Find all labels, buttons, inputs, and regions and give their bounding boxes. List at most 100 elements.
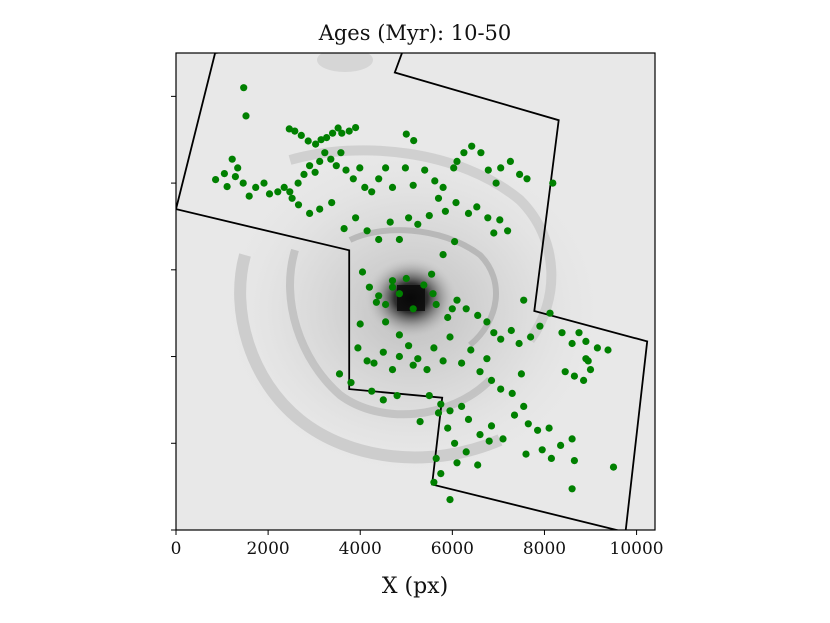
data-point [476, 368, 484, 376]
data-point [306, 209, 314, 217]
data-point [462, 305, 470, 313]
data-point [536, 322, 544, 330]
data-point [497, 164, 505, 172]
data-point [520, 296, 528, 304]
data-point [291, 127, 299, 135]
spiral-arm [348, 227, 499, 348]
data-point [405, 342, 413, 350]
data-point [335, 370, 344, 378]
data-point [568, 339, 576, 348]
data-point [450, 164, 458, 172]
data-point [487, 422, 496, 430]
data-point [434, 409, 443, 417]
data-point [527, 333, 535, 341]
data-point [370, 359, 378, 367]
data-point [356, 320, 364, 328]
data-point [414, 355, 422, 363]
data-point [570, 372, 579, 380]
data-point [522, 450, 530, 458]
data-point [368, 387, 376, 395]
data-point [409, 181, 417, 189]
x-tick-label: 8000 [523, 539, 566, 559]
data-point [561, 368, 569, 376]
data-point [223, 183, 231, 191]
galaxy-image [176, 53, 655, 530]
data-point [432, 454, 440, 462]
data-point [375, 292, 383, 300]
data-point [425, 392, 433, 400]
data-point [473, 203, 481, 211]
data-point [386, 218, 394, 226]
data-point [483, 355, 491, 363]
x-tick-label: 4000 [339, 539, 382, 559]
data-point [524, 420, 532, 428]
x-tick-label: 2000 [246, 539, 289, 559]
data-point [234, 164, 242, 172]
footprint-outline [176, 53, 649, 530]
data-point [304, 137, 312, 145]
data-point [609, 463, 618, 471]
data-point [474, 311, 482, 319]
x-tick-label: 6000 [431, 539, 474, 559]
data-point [439, 357, 447, 365]
data-point [328, 199, 336, 207]
data-point [332, 162, 340, 170]
data-point [245, 192, 253, 200]
data-point [430, 344, 438, 352]
data-point [458, 402, 466, 410]
data-point [568, 485, 576, 493]
data-point [228, 155, 236, 163]
data-point [395, 235, 403, 244]
data-point [483, 318, 491, 326]
data-point [474, 461, 482, 469]
data-point [477, 149, 485, 157]
data-point [547, 454, 556, 462]
data-point [363, 357, 371, 365]
data-point [285, 125, 293, 133]
plot-frame [175, 52, 656, 531]
data-point [288, 194, 296, 202]
data-point [496, 216, 504, 224]
data-point [452, 199, 460, 207]
data-point [484, 166, 492, 174]
data-point [334, 124, 342, 132]
data-point [570, 457, 579, 465]
data-point [586, 366, 595, 374]
data-point [294, 201, 303, 209]
data-point [451, 238, 459, 246]
data-point [538, 446, 546, 454]
y-axis [171, 95, 176, 531]
data-point [439, 183, 447, 191]
data-point [379, 396, 387, 404]
data-point [604, 346, 612, 354]
x-axis: 0 2000 4000 6000 8000 10000 [171, 530, 664, 559]
data-point [446, 333, 454, 341]
data-point [534, 426, 542, 434]
data-point [395, 352, 403, 361]
data-point [379, 348, 387, 356]
chart-title: Ages (Myr): 10-50 [318, 21, 512, 45]
data-point [575, 329, 583, 337]
data-point [434, 194, 443, 202]
data-point [242, 112, 250, 120]
data-point [388, 283, 397, 291]
data-point [517, 370, 526, 378]
data-point [323, 134, 331, 142]
scatter-points [212, 84, 618, 504]
data-point [458, 359, 466, 367]
data-point [545, 424, 553, 432]
data-point [286, 188, 294, 196]
data-point [549, 179, 557, 187]
data-point [363, 227, 371, 235]
data-point [499, 435, 507, 443]
data-point [453, 459, 461, 467]
data-point [365, 283, 373, 291]
data-point [446, 407, 454, 415]
data-point [409, 361, 417, 369]
data-point [444, 424, 452, 432]
data-point [464, 209, 473, 217]
data-point [444, 313, 452, 322]
data-point [446, 496, 454, 504]
data-point [546, 309, 554, 317]
data-point [349, 175, 357, 183]
